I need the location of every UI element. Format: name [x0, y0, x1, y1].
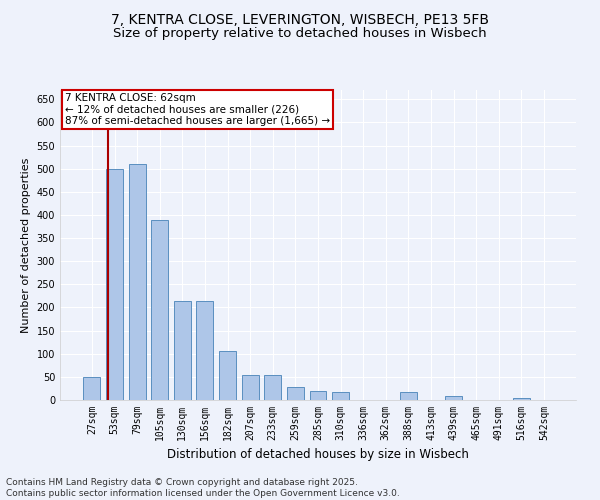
Bar	[106, 168, 123, 400]
Y-axis label: Number of detached properties: Number of detached properties	[21, 158, 31, 332]
Text: 7, KENTRA CLOSE, LEVERINGTON, WISBECH, PE13 5FB: 7, KENTRA CLOSE, LEVERINGTON, WISBECH, P…	[111, 12, 489, 26]
Bar	[242, 374, 259, 400]
Bar	[310, 390, 326, 400]
Bar	[265, 374, 281, 400]
Bar	[219, 352, 236, 400]
Text: 7 KENTRA CLOSE: 62sqm
← 12% of detached houses are smaller (226)
87% of semi-det: 7 KENTRA CLOSE: 62sqm ← 12% of detached …	[65, 93, 330, 126]
Bar	[128, 164, 146, 400]
Bar	[445, 396, 462, 400]
Text: Size of property relative to detached houses in Wisbech: Size of property relative to detached ho…	[113, 28, 487, 40]
Bar	[287, 387, 304, 400]
Bar	[83, 377, 100, 400]
Bar	[400, 392, 417, 400]
Text: Contains HM Land Registry data © Crown copyright and database right 2025.
Contai: Contains HM Land Registry data © Crown c…	[6, 478, 400, 498]
Bar	[196, 300, 214, 400]
Bar	[513, 398, 530, 400]
Bar	[332, 392, 349, 400]
Bar	[174, 300, 191, 400]
Bar	[151, 220, 168, 400]
X-axis label: Distribution of detached houses by size in Wisbech: Distribution of detached houses by size …	[167, 448, 469, 462]
